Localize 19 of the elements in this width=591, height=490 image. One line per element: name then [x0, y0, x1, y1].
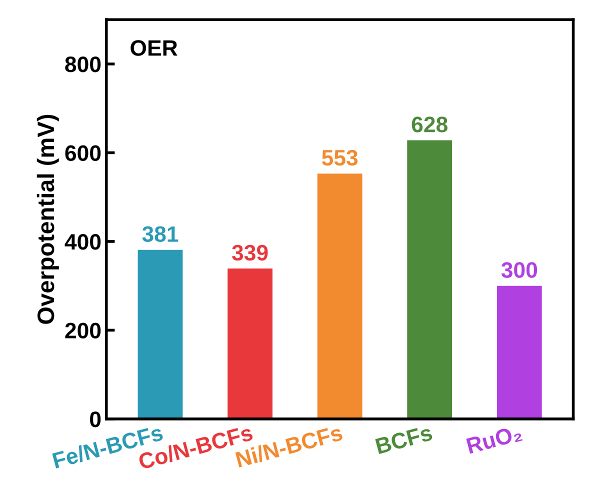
y-axis-title: Overpotential (mV) — [36, 114, 59, 324]
y-tick-label: 200 — [65, 322, 101, 338]
y-tick-label: 400 — [64, 234, 101, 250]
data-label: 553 — [322, 150, 358, 166]
x-tick-label: RuO₂ — [466, 424, 523, 454]
y-tick-label: 800 — [65, 56, 101, 72]
bar — [407, 140, 452, 419]
bar — [138, 250, 183, 419]
annotation: OER — [130, 40, 178, 56]
bar — [496, 286, 542, 419]
y-tick-label: 0 — [90, 411, 101, 428]
data-label: 628 — [412, 116, 448, 132]
data-label: 339 — [232, 244, 268, 261]
data-label: 381 — [142, 226, 178, 242]
y-tick-label: 600 — [65, 145, 101, 161]
bar — [317, 174, 362, 419]
bar — [228, 268, 272, 419]
data-label: 300 — [501, 262, 538, 278]
x-tick-label: BCFs — [375, 424, 433, 454]
